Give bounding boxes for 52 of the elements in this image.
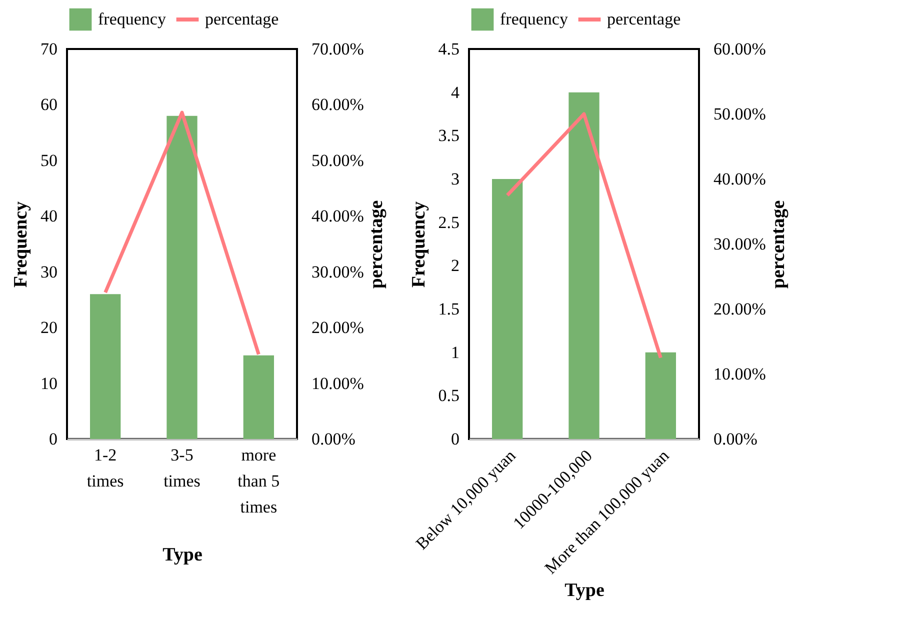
bar bbox=[645, 352, 676, 439]
y-tick-label: 3.5 bbox=[438, 126, 460, 146]
x-tick-label: 3-5 times bbox=[164, 446, 200, 490]
y2-tick-label: 0.00% bbox=[714, 430, 758, 448]
y-tick-label: 60 bbox=[40, 95, 58, 114]
y2-tick-label: 20.00% bbox=[714, 300, 766, 318]
x-axis-title: Type bbox=[162, 544, 202, 566]
y-tick-label: 0.5 bbox=[438, 386, 460, 406]
y-tick-label: 2.5 bbox=[438, 212, 460, 232]
bar bbox=[166, 116, 198, 439]
y2-axis-title: percentage bbox=[768, 200, 789, 289]
y-tick-label: 4.5 bbox=[438, 40, 460, 58]
bar bbox=[492, 179, 523, 439]
bar bbox=[568, 92, 600, 439]
y-tick-label: 2 bbox=[451, 256, 460, 276]
y2-tick-label: 70.00% bbox=[312, 40, 364, 58]
y2-tick-label: 40.00% bbox=[312, 206, 364, 226]
y2-tick-label: 10.00% bbox=[312, 374, 364, 393]
y2-tick-label: 30.00% bbox=[312, 262, 364, 282]
y-tick-label: 50 bbox=[40, 150, 58, 170]
y-axis-title: Frequency bbox=[10, 200, 32, 288]
y-tick-label: 4 bbox=[451, 82, 460, 102]
y-tick-label: 0 bbox=[49, 430, 58, 448]
y-axis-title: Frequency bbox=[408, 200, 430, 288]
y2-tick-label: 50.00% bbox=[714, 104, 766, 124]
y-tick-label: 40 bbox=[40, 206, 58, 226]
y-tick-label: 1 bbox=[451, 342, 460, 362]
bar bbox=[243, 355, 274, 439]
y2-tick-label: 50.00% bbox=[312, 150, 364, 170]
y2-tick-label: 0.00% bbox=[312, 430, 356, 448]
y-tick-label: 20 bbox=[40, 318, 58, 338]
x-tick-label: more than 5 times bbox=[238, 446, 280, 516]
y-tick-label: 1.5 bbox=[438, 300, 460, 318]
y2-tick-label: 10.00% bbox=[714, 364, 766, 384]
legend-label: frequency bbox=[500, 10, 568, 28]
y-tick-label: 30 bbox=[40, 262, 58, 282]
legend-label: frequency bbox=[98, 10, 166, 28]
legend-label: percentage bbox=[205, 10, 279, 28]
y2-axis-title: percentage bbox=[366, 200, 387, 289]
y-tick-label: 3 bbox=[451, 170, 460, 188]
y-tick-label: 70 bbox=[40, 40, 58, 58]
y2-tick-label: 60.00% bbox=[312, 95, 364, 114]
legend-label: percentage bbox=[607, 10, 681, 28]
y2-tick-label: 20.00% bbox=[312, 318, 364, 338]
x-axis-title: Type bbox=[564, 580, 604, 601]
y2-tick-label: 40.00% bbox=[714, 170, 766, 188]
y2-tick-label: 30.00% bbox=[714, 234, 766, 254]
y-tick-label: 10 bbox=[40, 374, 58, 393]
x-tick-label: 1-2 times bbox=[86, 446, 124, 490]
y-tick-label: 0 bbox=[451, 430, 460, 448]
bar bbox=[90, 294, 121, 439]
y2-tick-label: 60.00% bbox=[714, 40, 766, 58]
